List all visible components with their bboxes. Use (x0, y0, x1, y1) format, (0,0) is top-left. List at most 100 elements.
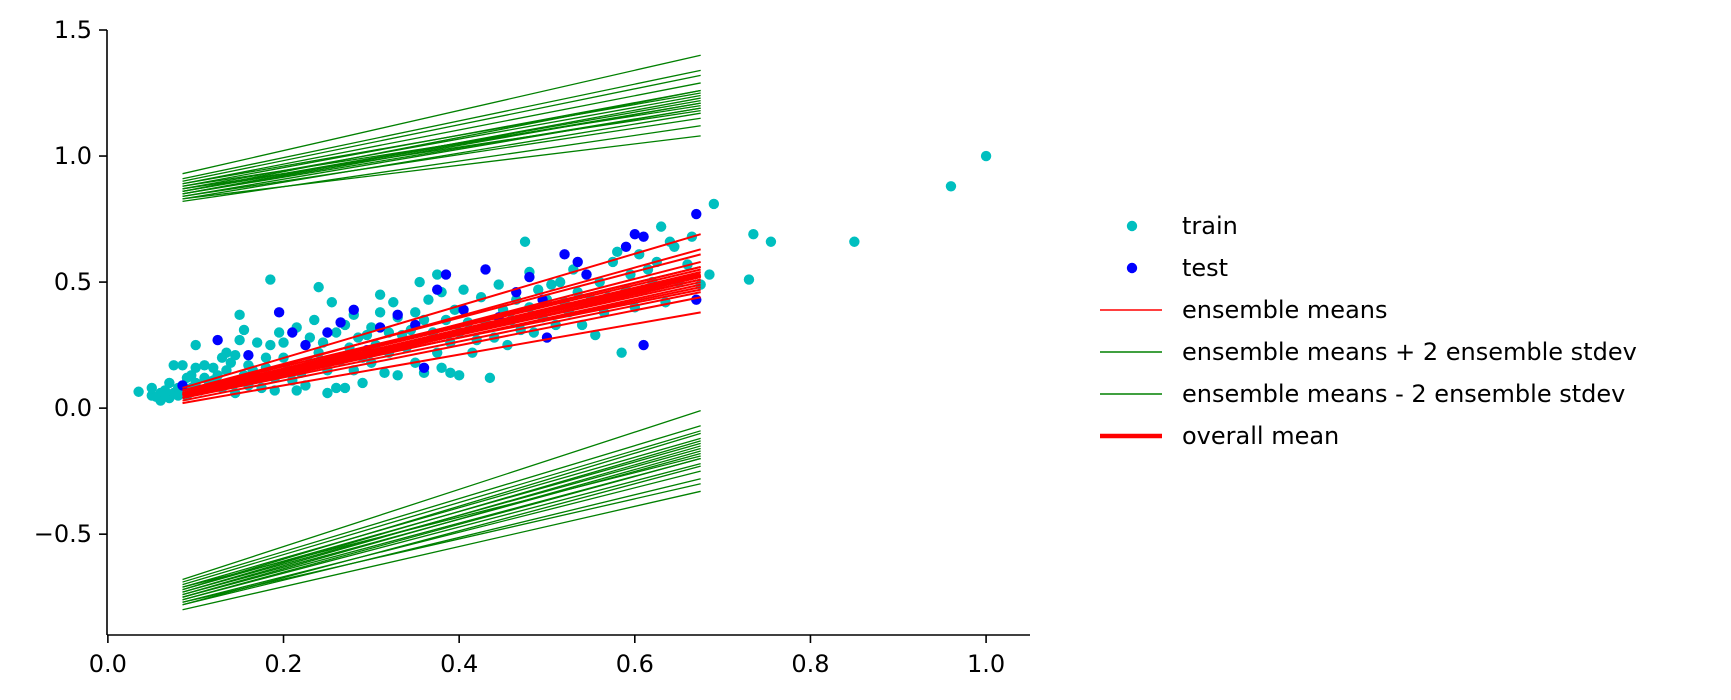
axes: 0.0 0.2 0.4 0.6 0.8 1.0 −0.5 0.0 0.5 1.0 1.5 (34, 16, 1030, 678)
train-point-100 (414, 276, 425, 288)
train-point-171 (743, 274, 755, 285)
upper-bound-line-15 (182, 117, 701, 198)
test-point-3 (273, 307, 285, 318)
test-point-13 (418, 362, 430, 373)
test-point-16 (458, 304, 469, 316)
train-point-88 (374, 307, 386, 318)
train-point-38 (234, 309, 245, 321)
lower-bound-line-19 (182, 455, 701, 588)
train-point-55 (278, 337, 289, 348)
ensemble-mean-line-1 (182, 253, 701, 392)
train-point-125 (502, 339, 513, 351)
train-point-39 (234, 334, 245, 346)
upper-bound-line-1 (182, 69, 701, 180)
test-point-26 (620, 241, 632, 252)
legend-label-0: train (1182, 212, 1238, 240)
train-point-82 (357, 377, 368, 389)
x-tick-label-0: 0.0 (89, 650, 127, 678)
test-point-25 (581, 269, 592, 280)
lower-bound-line-10 (182, 478, 701, 606)
train-point-98 (410, 307, 421, 318)
train-point-146 (590, 329, 601, 341)
legend-marker-1 (1126, 262, 1138, 274)
x-tick-label-3: 0.6 (616, 650, 654, 678)
test-point-1 (212, 334, 223, 346)
test-point-24 (572, 256, 583, 268)
legend-marker-0 (1126, 220, 1138, 232)
lower-bound-line-13 (182, 450, 701, 598)
lower-bound-line-0 (182, 410, 701, 581)
train-point-114 (453, 370, 465, 381)
lower-bound-line-8 (182, 462, 701, 601)
overall-mean-line (182, 272, 702, 398)
train-point-63 (304, 332, 316, 343)
train-point-111 (445, 367, 456, 379)
lower-bound-line-15 (182, 445, 701, 596)
train-point-172 (748, 228, 759, 240)
train-point-40 (238, 324, 250, 336)
train-point-129 (519, 236, 531, 247)
train-point-123 (493, 279, 504, 290)
train-point-0 (133, 386, 144, 397)
upper-bound-line-0 (182, 54, 701, 175)
ensemble-mean-line-18 (182, 278, 701, 400)
legend-label-1: test (1182, 254, 1228, 282)
y-tick-label-2: 0.5 (54, 268, 92, 296)
legend: train test ensemble means ensemble means + … (1100, 212, 1637, 450)
upper-bound-line-18 (182, 102, 701, 192)
train-point-174 (849, 236, 860, 247)
train-point-2 (146, 382, 157, 394)
train-point-152 (616, 347, 627, 358)
lower-bound-line-9 (182, 470, 701, 603)
y-tick-label-3: 1.0 (54, 142, 92, 170)
train-point-33 (221, 365, 232, 376)
train-point-73 (331, 382, 342, 394)
train-point-170 (708, 198, 720, 210)
train-point-133 (533, 284, 544, 295)
train-point-11 (168, 360, 179, 371)
upper-bound-line-17 (182, 92, 701, 185)
train-point-27 (208, 362, 219, 373)
test-point-17 (480, 264, 491, 275)
test-point-6 (322, 327, 333, 338)
upper-bound-line-9 (182, 112, 701, 200)
upper-bound-line-2 (182, 74, 701, 182)
train-point-67 (313, 281, 324, 293)
test-point-31 (691, 208, 702, 220)
train-point-46 (251, 337, 263, 348)
train-point-25 (199, 360, 210, 371)
y-tick-label-0: −0.5 (34, 520, 92, 548)
train-point-106 (432, 269, 443, 280)
test-point-15 (440, 269, 452, 280)
train-point-60 (291, 385, 302, 396)
ensemble-lines-layer (182, 54, 701, 611)
train-point-136 (546, 279, 557, 290)
upper-bound-line-11 (182, 135, 701, 200)
train-point-173 (765, 236, 777, 247)
test-point-2 (243, 349, 254, 361)
lower-bound-line-16 (182, 465, 701, 606)
train-point-169 (704, 269, 715, 280)
test-point-28 (638, 339, 649, 351)
train-point-175 (945, 181, 957, 192)
train-point-14 (177, 360, 188, 371)
train-point-138 (554, 276, 566, 288)
train-point-164 (669, 241, 680, 252)
lower-bound-line-1 (182, 425, 701, 583)
train-point-54 (273, 327, 285, 338)
train-point-76 (339, 382, 351, 394)
train-point-84 (366, 322, 377, 333)
legend-label-3: ensemble means + 2 ensemble stdev (1182, 338, 1637, 366)
train-point-161 (655, 221, 667, 232)
train-point-121 (484, 372, 496, 384)
upper-bound-line-12 (182, 89, 701, 192)
upper-bound-line-19 (182, 107, 701, 195)
lower-bound-line-3 (182, 437, 701, 588)
train-point-9 (164, 377, 175, 389)
train-point-20 (190, 339, 201, 351)
x-tick-label-4: 0.8 (791, 650, 829, 678)
train-point-65 (309, 314, 320, 326)
test-point-11 (392, 309, 403, 321)
train-point-51 (265, 339, 276, 351)
